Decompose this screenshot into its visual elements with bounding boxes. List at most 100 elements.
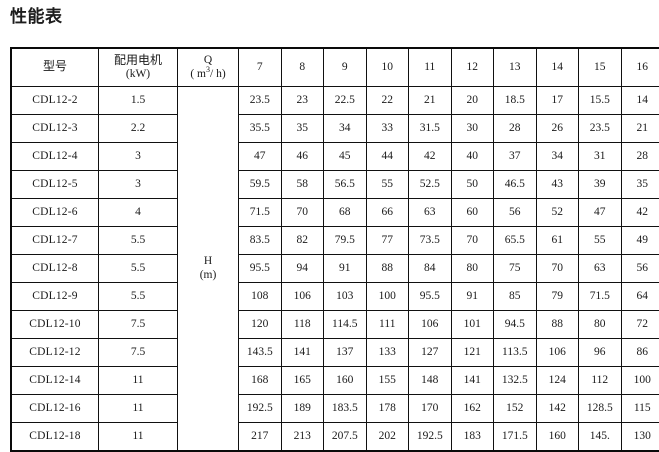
cell-head-value: 80	[578, 310, 622, 339]
cell-head-value: 124	[535, 366, 579, 395]
cell-head-value: 21	[408, 86, 452, 115]
cell-head-value: 50	[450, 170, 494, 199]
table-row: CDL12-4 3 47 46 45 44 42 40 37 34 31 28	[10, 142, 659, 171]
table-row: CDL12-3 2.2 35.5 35 34 33 31.5 30 28 26 23.5 21	[10, 114, 659, 143]
cell-motor-power: 3	[98, 170, 178, 199]
table-row: CDL12-16 11 192.5 189 183.5 178 170 162 152 142 12…	[10, 394, 659, 423]
cell-head-value: 47	[238, 142, 282, 171]
cell-head-value: 44	[365, 142, 409, 171]
cell-head-value: 58	[280, 170, 324, 199]
performance-table: 型号 配用电机 (kW) Q ( m3/ h) 7 8 9 10 11 1	[10, 47, 659, 452]
cell-head-value: 70	[280, 198, 324, 227]
cell-head-value: 168	[238, 366, 282, 395]
cell-motor-power: 7.5	[98, 338, 178, 367]
header-motor: 配用电机 (kW)	[98, 47, 178, 87]
cell-head-value: 148	[408, 366, 452, 395]
q-unit-exponent: 3	[206, 64, 210, 74]
table-header-row: 型号 配用电机 (kW) Q ( m3/ h) 7 8 9 10 11 1	[10, 47, 659, 87]
header-flow-11: 11	[408, 47, 452, 87]
cell-motor-power: 3	[98, 142, 178, 171]
cell-head-value: 160	[535, 422, 579, 452]
header-q-unit: ( m3/ h)	[179, 64, 238, 82]
cell-head-value: 39	[578, 170, 622, 199]
header-flow-16: 16	[620, 47, 659, 87]
cell-head-value: 170	[408, 394, 452, 423]
cell-head-value: 217	[238, 422, 282, 452]
cell-head-value: 88	[535, 310, 579, 339]
cell-head-value: 71.5	[578, 282, 622, 311]
cell-head-value: 108	[238, 282, 282, 311]
cell-head-value: 68	[323, 198, 367, 227]
cell-model: CDL12-18	[10, 422, 99, 452]
cell-head-value: 100	[365, 282, 409, 311]
header-flow-7: 7	[238, 47, 282, 87]
cell-head-value: 56	[620, 254, 659, 283]
table-row: CDL12-8 5.5 95.5 94 91 88 84 80 75 70 63 56	[10, 254, 659, 283]
cell-head-value: 45	[323, 142, 367, 171]
cell-head-value: 91	[323, 254, 367, 283]
cell-head-value: 118	[280, 310, 324, 339]
cell-head-value: 213	[280, 422, 324, 452]
cell-head-value: 145.	[578, 422, 622, 452]
cell-head-value: 21	[620, 114, 659, 143]
cell-head-value: 52	[535, 198, 579, 227]
cell-motor-power: 1.5	[98, 86, 178, 115]
cell-head-value: 63	[408, 198, 452, 227]
cell-model: CDL12-6	[10, 198, 99, 227]
cell-head-value: 100	[620, 366, 659, 395]
page-title: 性能表	[10, 7, 63, 27]
cell-head-value: 28	[620, 142, 659, 171]
cell-motor-power: 5.5	[98, 226, 178, 255]
cell-motor-power: 5.5	[98, 254, 178, 283]
cell-head-value: 183.5	[323, 394, 367, 423]
table-head: 型号 配用电机 (kW) Q ( m3/ h) 7 8 9 10 11 1	[10, 47, 659, 87]
cell-head-value: 114.5	[323, 310, 367, 339]
cell-head-value: 60	[450, 198, 494, 227]
cell-head-value: 96	[578, 338, 622, 367]
cell-head-value: 88	[365, 254, 409, 283]
cell-head-value: 77	[365, 226, 409, 255]
cell-head-value: 142	[535, 394, 579, 423]
cell-head-value: 71.5	[238, 198, 282, 227]
cell-head-value: 165	[280, 366, 324, 395]
cell-head-value: 128.5	[578, 394, 622, 423]
cell-model: CDL12-4	[10, 142, 99, 171]
cell-head-value: 26	[535, 114, 579, 143]
cell-head-value: 49	[620, 226, 659, 255]
cell-model: CDL12-7	[10, 226, 99, 255]
q-unit-suffix: / h)	[210, 67, 226, 80]
cell-head-value: 95.5	[408, 282, 452, 311]
cell-head-value: 192.5	[408, 422, 452, 452]
cell-motor-power: 11	[98, 422, 178, 452]
cell-head-value: 63	[578, 254, 622, 283]
cell-head-value: 106	[408, 310, 452, 339]
cell-head-value: 132.5	[493, 366, 537, 395]
cell-head-value: 14	[620, 86, 659, 115]
cell-head-value: 30	[450, 114, 494, 143]
cell-head-value: 111	[365, 310, 409, 339]
cell-head-value: 207.5	[323, 422, 367, 452]
cell-head-value: 40	[450, 142, 494, 171]
header-flow-13: 13	[493, 47, 537, 87]
cell-head-value: 79.5	[323, 226, 367, 255]
cell-model: CDL12-10	[10, 310, 99, 339]
table-body: CDL12-2 1.5 H (m) 23.5 23 22.5 22 21 20 18.5 17 15.5…	[10, 86, 659, 452]
cell-head-value: 17	[535, 86, 579, 115]
cell-head-value: 23	[280, 86, 324, 115]
cell-head-value: 46.5	[493, 170, 537, 199]
cell-head-value: 70	[535, 254, 579, 283]
cell-head-value: 115	[620, 394, 659, 423]
header-motor-label: 配用电机	[113, 53, 162, 68]
cell-head-value: 73.5	[408, 226, 452, 255]
header-flow-15: 15	[578, 47, 622, 87]
cell-head-value: 171.5	[493, 422, 537, 452]
q-unit-prefix: ( m	[190, 67, 206, 80]
cell-head-value: 42	[408, 142, 452, 171]
cell-head-value: 183	[450, 422, 494, 452]
cell-model: CDL12-3	[10, 114, 99, 143]
cell-head-value: 162	[450, 394, 494, 423]
cell-motor-power: 11	[98, 394, 178, 423]
cell-head-value: 143.5	[238, 338, 282, 367]
cell-motor-power: 4	[98, 198, 178, 227]
cell-head-value: 155	[365, 366, 409, 395]
